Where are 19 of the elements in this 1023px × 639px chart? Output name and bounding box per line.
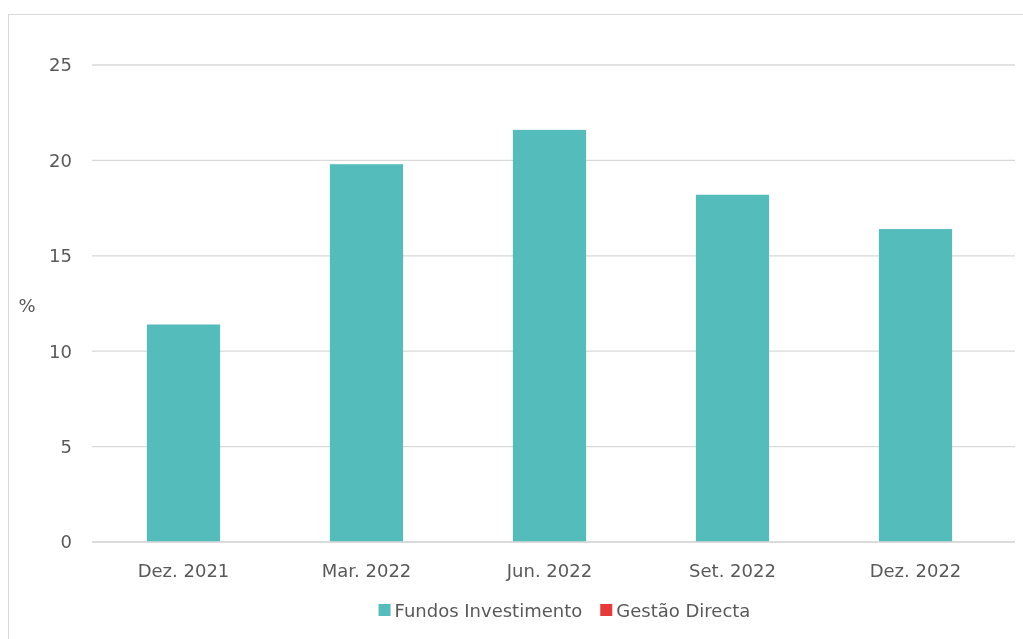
y-axis-title: % — [18, 295, 36, 316]
bar — [512, 129, 587, 542]
x-tick-label: Jun. 2022 — [505, 560, 593, 581]
y-tick-label: 0 — [60, 531, 72, 553]
y-tick-label: 15 — [49, 245, 72, 267]
legend-label: Gestão Directa — [616, 600, 751, 622]
bar — [878, 229, 953, 542]
x-tick-label: Dez. 2021 — [137, 560, 230, 581]
y-tick-label: 20 — [49, 149, 72, 171]
bar — [146, 324, 221, 542]
y-tick-label: 10 — [49, 340, 72, 362]
bar — [695, 194, 770, 542]
y-tick-label: 5 — [60, 435, 72, 457]
x-tick-label: Set. 2022 — [689, 560, 776, 581]
y-tick-label: 25 — [49, 54, 72, 76]
x-tick-label: Dez. 2022 — [869, 560, 962, 581]
bar — [329, 164, 404, 542]
legend-label: Fundos Investimento — [394, 600, 583, 622]
x-tick-label: Mar. 2022 — [321, 560, 412, 581]
